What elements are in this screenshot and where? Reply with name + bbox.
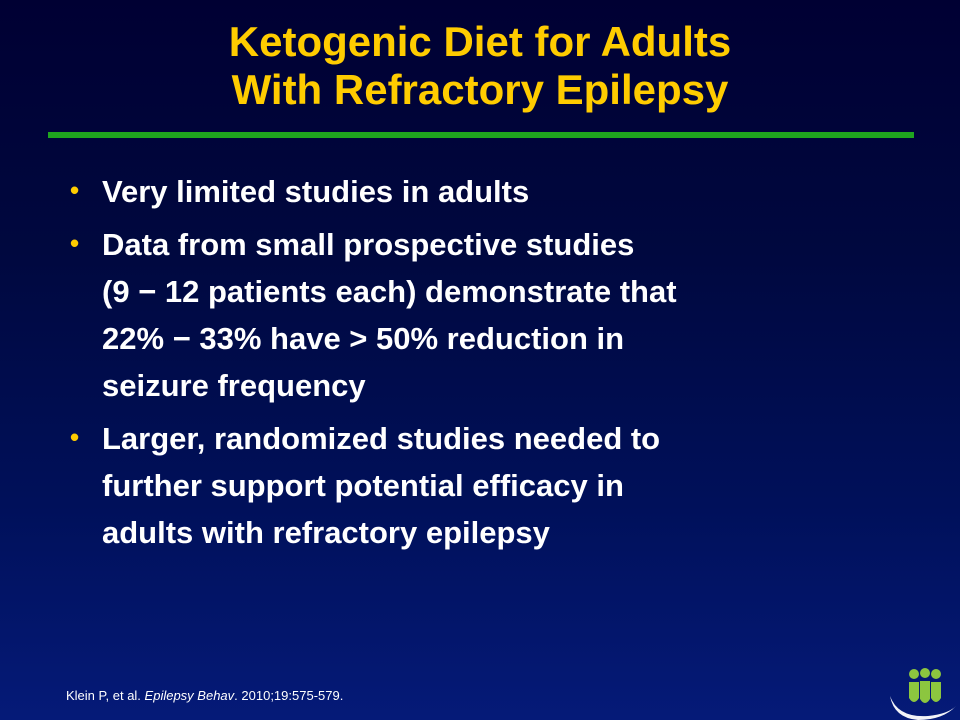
bullet-line: 22% − 33% have > 50% reduction in: [102, 321, 625, 356]
bullet-line: adults with refractory epilepsy: [102, 515, 550, 550]
bullet-item: • Very limited studies in adults: [68, 168, 908, 215]
bullet-line: further support potential efficacy in: [102, 468, 624, 503]
citation-details: . 2010;19:575-579.: [234, 688, 344, 703]
title-divider: [48, 132, 914, 138]
citation-journal: Epilepsy Behav: [144, 688, 235, 703]
bullet-list: • Very limited studies in adults • Data …: [68, 168, 908, 562]
bullet-line: Larger, randomized studies needed to: [102, 421, 661, 456]
bullet-dot-icon: •: [70, 228, 80, 258]
bullet-item: • Data from small prospective studies (9…: [68, 221, 908, 409]
citation-authors: Klein P, et al.: [66, 688, 141, 703]
bullet-item: • Larger, randomized studies needed to f…: [68, 415, 908, 556]
bullet-line: seizure frequency: [102, 368, 366, 403]
people-figures-icon: [890, 668, 956, 720]
bullet-line: Data from small prospective studies: [102, 227, 635, 262]
bullet-line: (9 − 12 patients each) demonstrate that: [102, 274, 677, 309]
slide-title: Ketogenic Diet for Adults With Refractor…: [0, 18, 960, 114]
citation: Klein P, et al. Epilepsy Behav. 2010;19:…: [66, 688, 343, 704]
bullet-dot-icon: •: [70, 175, 80, 205]
bullet-line: Very limited studies in adults: [102, 174, 530, 209]
title-line-2: With Refractory Epilepsy: [231, 66, 729, 113]
title-line-1: Ketogenic Diet for Adults: [228, 18, 732, 65]
bullet-dot-icon: •: [70, 422, 80, 452]
